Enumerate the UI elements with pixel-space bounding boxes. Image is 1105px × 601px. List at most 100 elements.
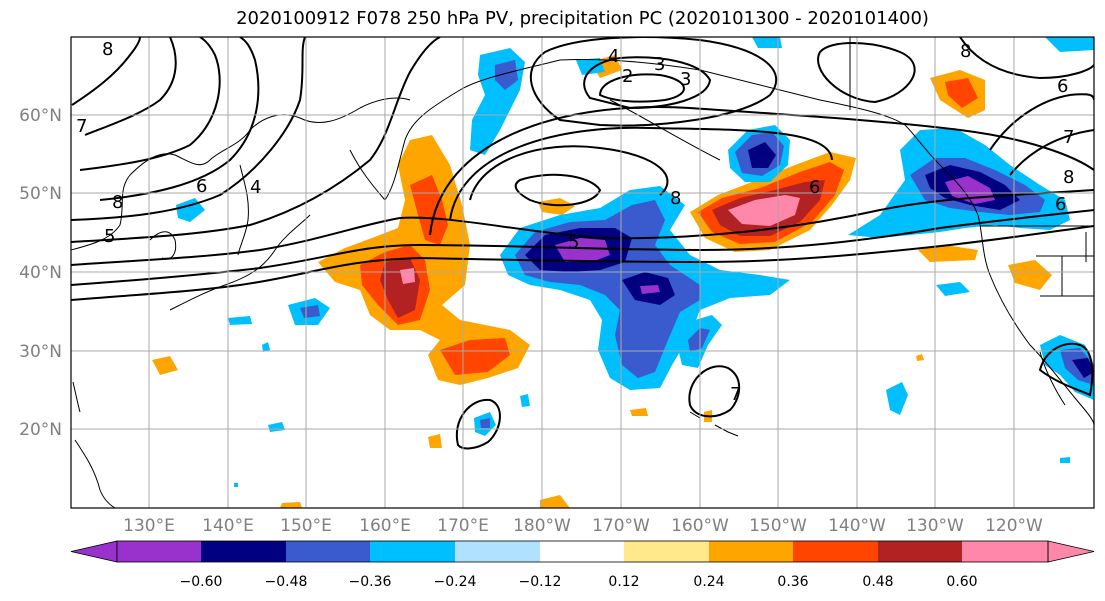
precip-positive-area [630,408,648,416]
pv-contour-line [449,126,833,221]
pv-contour-line [71,225,1094,301]
precip-negative-area [688,328,710,352]
longitude-label: 170°E [437,516,489,536]
precip-negative-area [752,37,782,48]
colorbar-tick-label: 0.24 [693,574,724,590]
precip-negative-area [300,305,320,318]
precip-positive-area [1008,260,1052,290]
contour-label: 7 [1063,127,1074,148]
contour-label: 8 [960,41,971,62]
coastline-baja [1039,351,1066,406]
precip-negative-area [936,282,970,296]
contour-label: 6 [809,177,820,198]
longitude-label: 120°W [985,516,1043,536]
colorbar-tick-label: −0.60 [180,574,223,590]
longitude-label: 150°E [280,516,332,536]
colorbar-swatch [709,541,793,562]
colorbar: −0.60 −0.48 −0.36 −0.24 −0.12 0.12 0.24 … [70,540,1095,590]
coastline-kamchatka [349,59,561,201]
latitude-label: 20°N [19,420,62,440]
pv-contour-line [514,173,602,207]
colorbar-extend-min [70,540,118,563]
longitude-label: 170°W [592,516,650,536]
longitude-label: 130°E [123,516,175,536]
colorbar-tick-label: 0.48 [862,574,893,590]
colorbar-swatch [962,541,1048,562]
pv-contours [71,37,1094,450]
precip-negative-area [886,382,908,415]
coastline-taiwan [72,381,81,413]
colorbar-tick-label: 0.60 [946,574,977,590]
longitude-label: 160°E [359,516,411,536]
contour-label: 3 [654,54,665,75]
pv-contour-line [71,209,1094,286]
contour-label: 8 [1063,167,1074,188]
precip-negative-area [748,142,776,168]
colorbar-outline [116,540,1049,563]
colorbar-swatch [793,541,878,562]
contour-label: 4 [608,46,619,67]
colorbar-swatch [117,541,201,562]
precip-positive-area [538,198,575,215]
longitude-label: 180°W [513,516,571,536]
longitude-label: 140°E [202,516,254,536]
pv-contour-line [529,37,777,127]
precip-negative-area [1072,358,1094,378]
coastline-hawaii [689,411,739,437]
precip-positive-area [440,338,510,375]
colorbar-tick-labels: −0.60 −0.48 −0.36 −0.24 −0.12 0.12 0.24 … [180,574,978,590]
graticule [71,37,1094,508]
colorbar-tick-label: −0.36 [349,574,392,590]
latitude-label: 40°N [19,263,62,283]
colorbar-tick-label: −0.24 [434,574,477,590]
precip-negative-area [576,58,605,75]
precip-positive-area [945,78,978,108]
precip-negative-area [640,285,660,294]
coastline-bc-coast [939,164,1094,426]
coastline-asia [71,97,411,251]
precip-negative-area [480,418,490,428]
precip-positive-area [152,356,178,375]
colorbar-swatch [455,541,540,562]
precip-negative-area [520,394,530,407]
pv-contour-line [79,37,221,171]
contour-label: 6 [1055,194,1066,215]
longitude-label: 140°W [828,516,886,536]
pv-contour-line [429,106,1094,236]
coastline-sakhalin [237,164,249,256]
precip-positive-area [280,502,302,508]
map-border [70,36,1095,509]
contour-label: 2 [622,66,633,87]
pv-contour-line [598,73,685,103]
colorbar-extend-max [1047,540,1095,563]
colorbar-tick-label: −0.48 [265,574,308,590]
pv-contour-line [1009,129,1094,176]
precip-positive-area [918,245,978,262]
precip-negative-area [228,316,252,325]
precip-positive-area [728,195,800,226]
coastline-alaska [559,58,941,166]
colorbar-swatch [878,541,962,562]
precip-positive-area [540,495,570,508]
precip-negative-area [555,238,610,262]
latitude-label: 60°N [19,106,62,126]
border-us-states [1036,232,1094,296]
longitude-label: 160°W [671,516,729,536]
precip-negative-area [1045,37,1094,52]
longitude-label: 150°W [749,516,807,536]
coastline-philippines [74,439,116,508]
contour-label: 6 [1057,76,1068,97]
contour-label: 8 [102,39,113,60]
contour-label: 8 [670,188,681,209]
precip-negative-area [234,483,238,487]
pv-contour-line [1038,342,1094,397]
pv-contour-line [71,189,1094,266]
contour-label: 7 [76,116,87,137]
precip-negative-area [262,342,270,352]
pv-contour-line [688,365,741,418]
coastline-korea [149,231,177,260]
pv-contour-line [469,145,669,201]
contour-label: 3 [680,69,691,90]
coastline-aleutians [609,99,721,161]
